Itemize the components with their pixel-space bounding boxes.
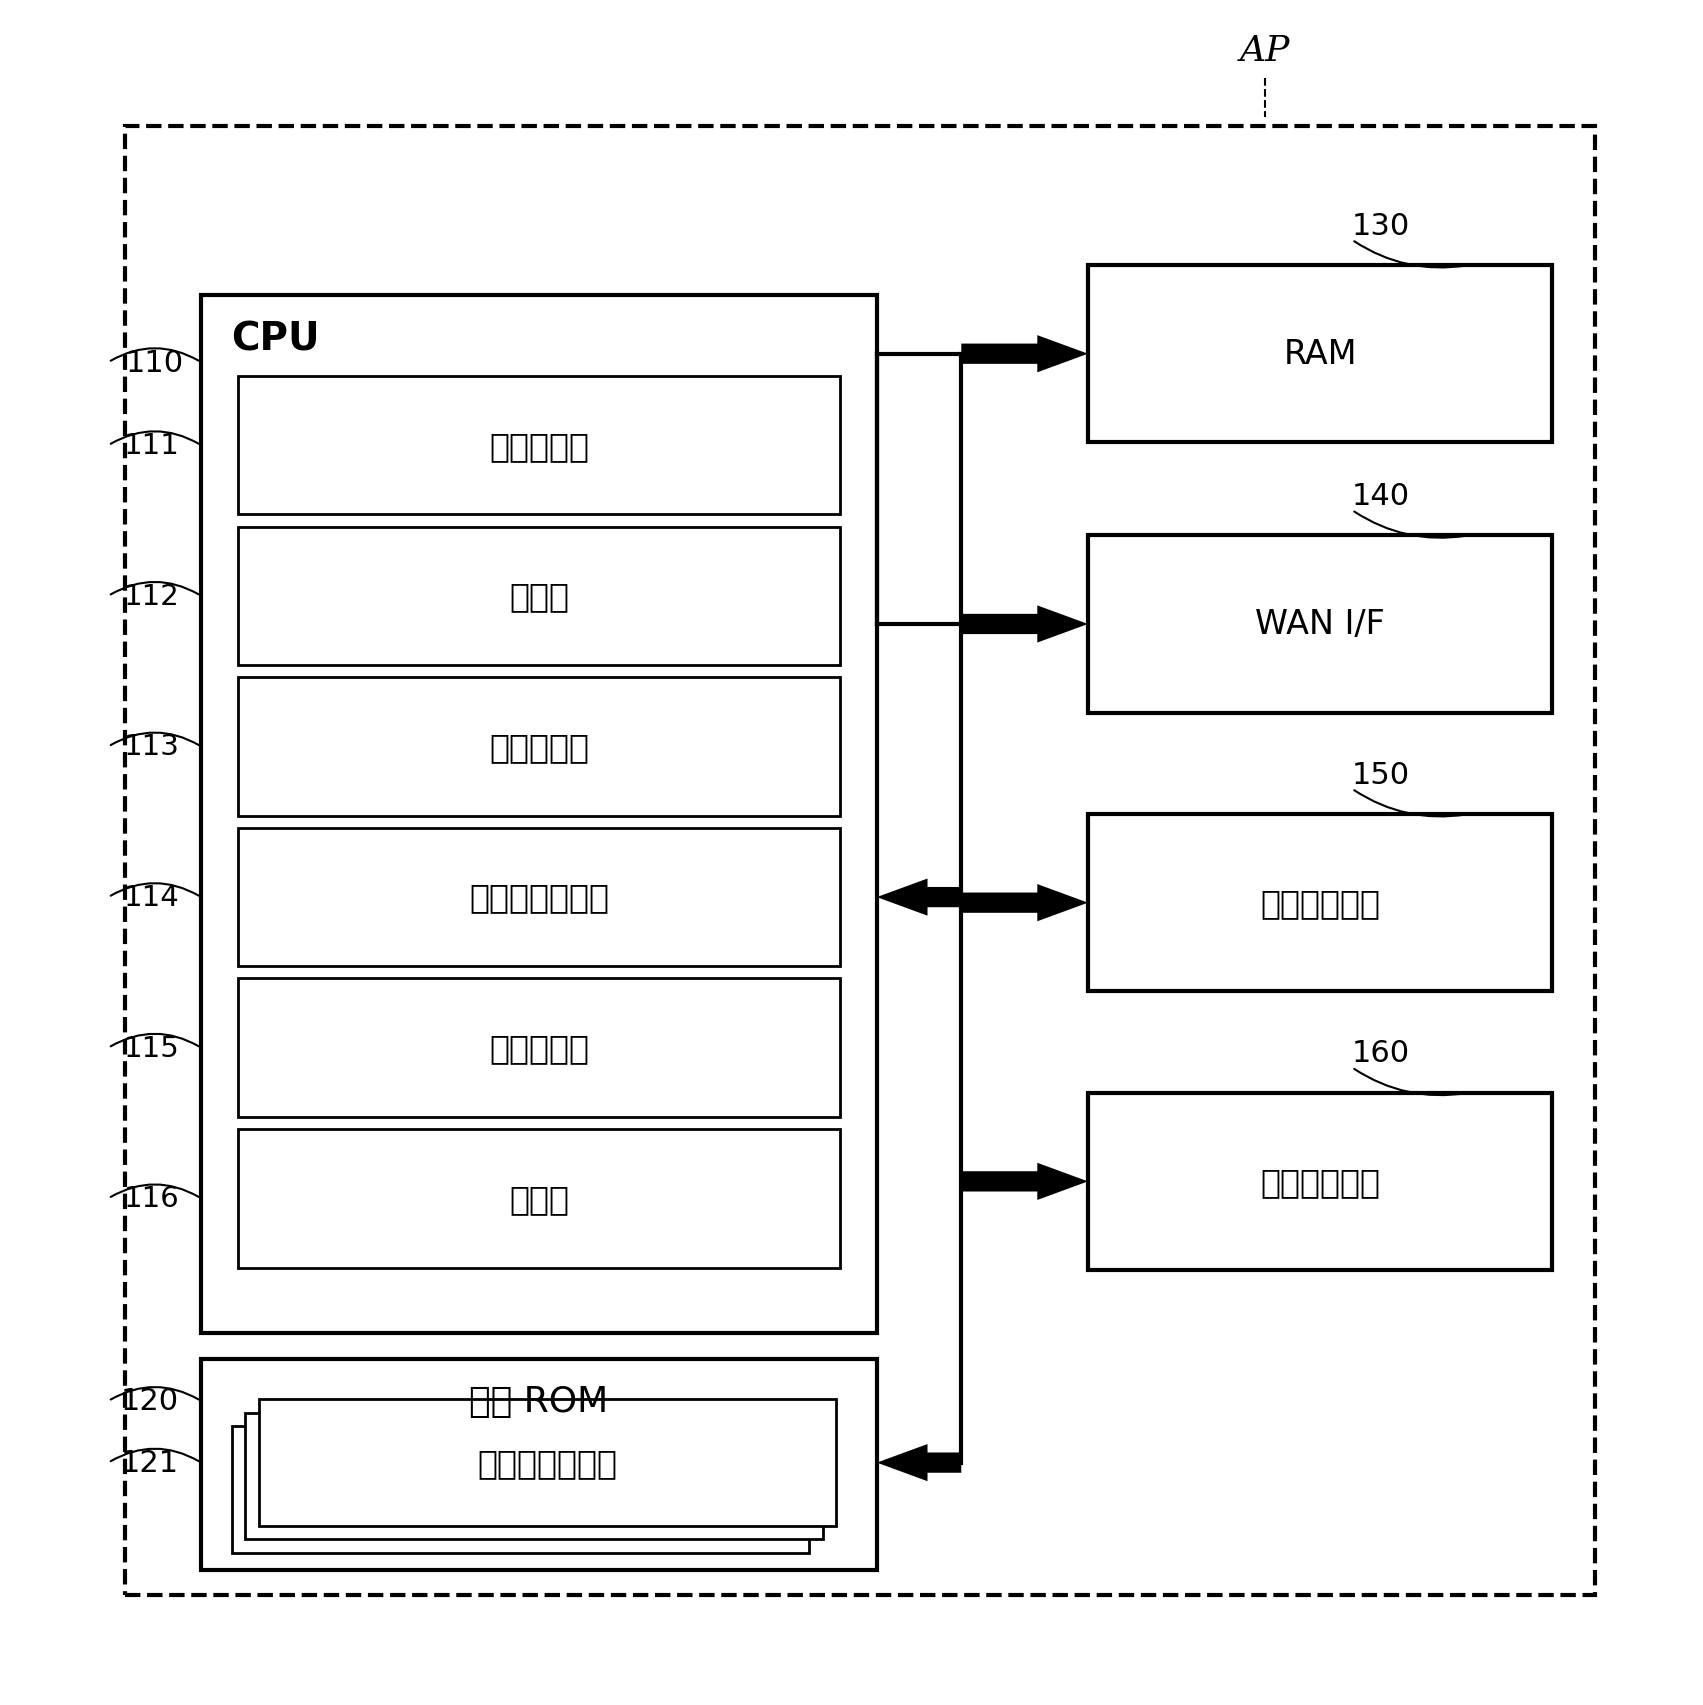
Bar	[238, 679, 840, 817]
Text: 116: 116	[124, 1185, 179, 1212]
Text: AP: AP	[1240, 34, 1291, 68]
Bar	[232, 1427, 809, 1553]
Text: 限制恢复部: 限制恢复部	[489, 1032, 589, 1064]
Bar	[1088, 1093, 1553, 1270]
Bar	[238, 829, 840, 967]
Polygon shape	[877, 1444, 960, 1482]
Text: 130: 130	[1352, 211, 1410, 240]
Text: 接收部: 接收部	[509, 580, 569, 614]
Bar	[238, 979, 840, 1117]
Polygon shape	[960, 1163, 1088, 1200]
Polygon shape	[960, 885, 1088, 922]
Text: 无线通信部: 无线通信部	[489, 430, 589, 462]
Bar	[126, 126, 1594, 1596]
Text: 140: 140	[1352, 483, 1410, 511]
Text: 111: 111	[123, 431, 179, 460]
Bar	[238, 1129, 840, 1269]
Text: 禁止部: 禁止部	[509, 1182, 569, 1216]
Text: 115: 115	[124, 1035, 179, 1062]
Text: 160: 160	[1352, 1038, 1410, 1067]
Text: 120: 120	[121, 1386, 179, 1415]
Text: 110: 110	[126, 348, 184, 377]
Bar	[201, 1359, 877, 1570]
Polygon shape	[960, 336, 1088, 373]
Text: WAN I/F: WAN I/F	[1255, 609, 1385, 641]
Text: 150: 150	[1352, 760, 1410, 789]
Text: RAM: RAM	[1284, 338, 1357, 372]
Polygon shape	[960, 605, 1088, 643]
Text: 简单设定按钮: 简单设定按钮	[1260, 1165, 1379, 1199]
Text: 限制解除部: 限制解除部	[489, 730, 589, 764]
Bar	[1088, 815, 1553, 992]
Text: CPU: CPU	[232, 321, 320, 358]
Text: 121: 121	[121, 1448, 179, 1477]
Bar	[259, 1400, 836, 1526]
Text: 无线通信接口: 无线通信接口	[1260, 887, 1379, 919]
Text: 快闪 ROM: 快闪 ROM	[470, 1384, 608, 1419]
Text: 114: 114	[124, 883, 179, 912]
Bar	[245, 1413, 823, 1540]
Polygon shape	[877, 880, 960, 916]
Bar	[238, 527, 840, 665]
Text: 设定信息发送部: 设定信息发送部	[468, 881, 610, 914]
Text: 连接设定用软件: 连接设定用软件	[477, 1446, 618, 1480]
Bar	[1088, 266, 1553, 443]
Bar	[1088, 535, 1553, 713]
Bar	[201, 295, 877, 1333]
Text: 113: 113	[123, 733, 179, 760]
Bar	[238, 377, 840, 515]
Text: 112: 112	[124, 583, 179, 610]
